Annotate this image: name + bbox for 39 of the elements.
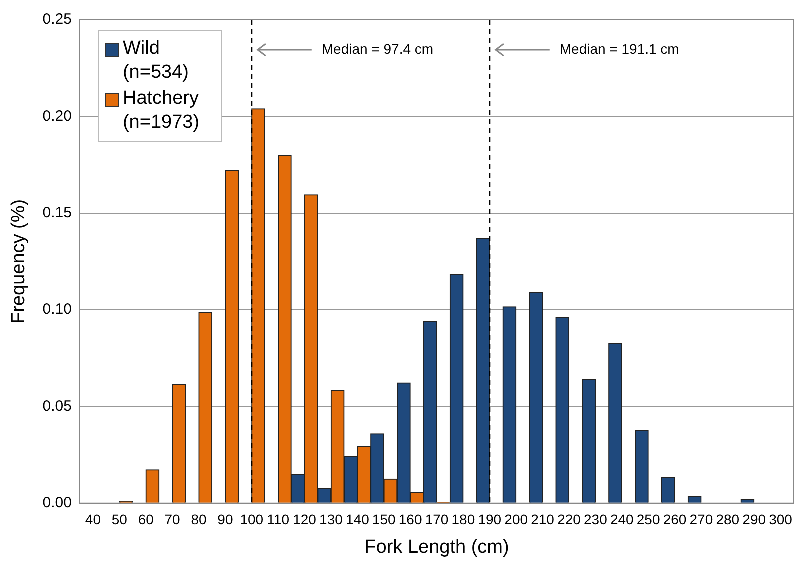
x-tick-label: 150 <box>372 512 396 528</box>
x-tick-label: 270 <box>690 512 714 528</box>
x-tick-label: 240 <box>610 512 634 528</box>
x-tick-label: 300 <box>769 512 793 528</box>
x-tick-label: 170 <box>425 512 449 528</box>
x-tick-label: 40 <box>85 512 102 528</box>
x-tick-label: 200 <box>504 512 528 528</box>
y-axis-title: Frequency (%) <box>8 199 30 324</box>
y-tick-label: 0.10 <box>42 301 72 318</box>
x-tick-label: 280 <box>716 512 740 528</box>
x-tick-label: 60 <box>138 512 154 528</box>
x-tick-label: 230 <box>584 512 608 528</box>
y-tick-label: 0.15 <box>42 204 72 222</box>
x-tick-label: 160 <box>398 512 422 528</box>
y-tick-label: 0.20 <box>42 108 72 125</box>
legend-label: Hatchery (n=1973) <box>122 87 201 135</box>
legend-label: Wild (n=534) <box>122 37 190 85</box>
x-tick-label: 130 <box>320 512 344 528</box>
y-tick-label: 0.00 <box>42 494 72 512</box>
x-tick-label: 180 <box>452 512 476 528</box>
y-tick-label: 0.25 <box>42 11 72 28</box>
x-tick-label: 90 <box>218 512 234 528</box>
x-tick-label: 120 <box>293 512 317 528</box>
ref-line-label: Median = 191.1 cm <box>560 40 680 57</box>
x-tick-label: 260 <box>663 512 687 528</box>
x-tick-label: 190 <box>478 512 502 528</box>
x-tick-label: 220 <box>558 512 582 528</box>
y-tick-label: 0.05 <box>42 398 72 415</box>
x-tick-label: 250 <box>636 512 660 528</box>
x-tick-label: 50 <box>112 512 128 528</box>
x-tick-label: 80 <box>191 512 207 528</box>
x-tick-label: 140 <box>346 512 370 528</box>
x-axis-title: Fork Length (cm) <box>364 536 510 558</box>
ref-line-label: Median = 97.4 cm <box>322 40 434 57</box>
x-tick-label: 70 <box>164 512 181 528</box>
x-tick-label: 290 <box>742 512 766 528</box>
x-tick-label: 100 <box>240 512 264 528</box>
x-tick-label: 210 <box>531 512 555 528</box>
x-tick-label: 110 <box>267 512 290 528</box>
